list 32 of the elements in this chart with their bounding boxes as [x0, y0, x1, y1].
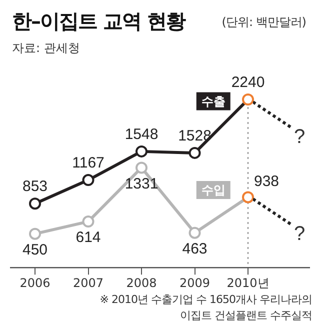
series-label: 수입	[201, 183, 226, 198]
series-label: 수출	[201, 94, 226, 108]
data-label: 463	[182, 240, 208, 258]
point	[242, 191, 254, 204]
point	[136, 162, 148, 174]
x-tick-label: 2008	[126, 276, 157, 290]
data-label: 1548	[124, 126, 158, 144]
x-tick-label: 2010년	[226, 276, 270, 290]
point	[82, 174, 94, 186]
text: ?	[294, 126, 306, 148]
chart-subtitle: 자료: 관세청	[12, 40, 80, 57]
point	[29, 198, 41, 210]
text: ※ 2010년 수출기업 수 1650개사 우리나라의 이집트 건설플랜트 수주실적	[98, 292, 312, 324]
point	[188, 146, 201, 159]
x-tick-label: 2009	[179, 276, 210, 290]
point	[136, 145, 148, 158]
point	[82, 216, 94, 228]
point	[188, 226, 201, 239]
data-label: 938	[254, 172, 280, 190]
data-label: 1331	[124, 175, 158, 192]
data-label: 853	[22, 178, 48, 196]
data-label: 614	[76, 229, 101, 246]
text: ?	[294, 223, 306, 246]
text: (단위: 백만달러)	[222, 14, 306, 31]
data-label: 2240	[231, 74, 265, 92]
chart-title: 한–이집트 교역 현황	[12, 8, 185, 35]
data-label: 450	[22, 241, 48, 258]
data-label: 1167	[72, 154, 104, 172]
x-tick-label: 2006	[20, 276, 50, 290]
point	[242, 94, 254, 106]
point	[29, 228, 41, 240]
x-tick-label: 2007	[72, 276, 104, 290]
